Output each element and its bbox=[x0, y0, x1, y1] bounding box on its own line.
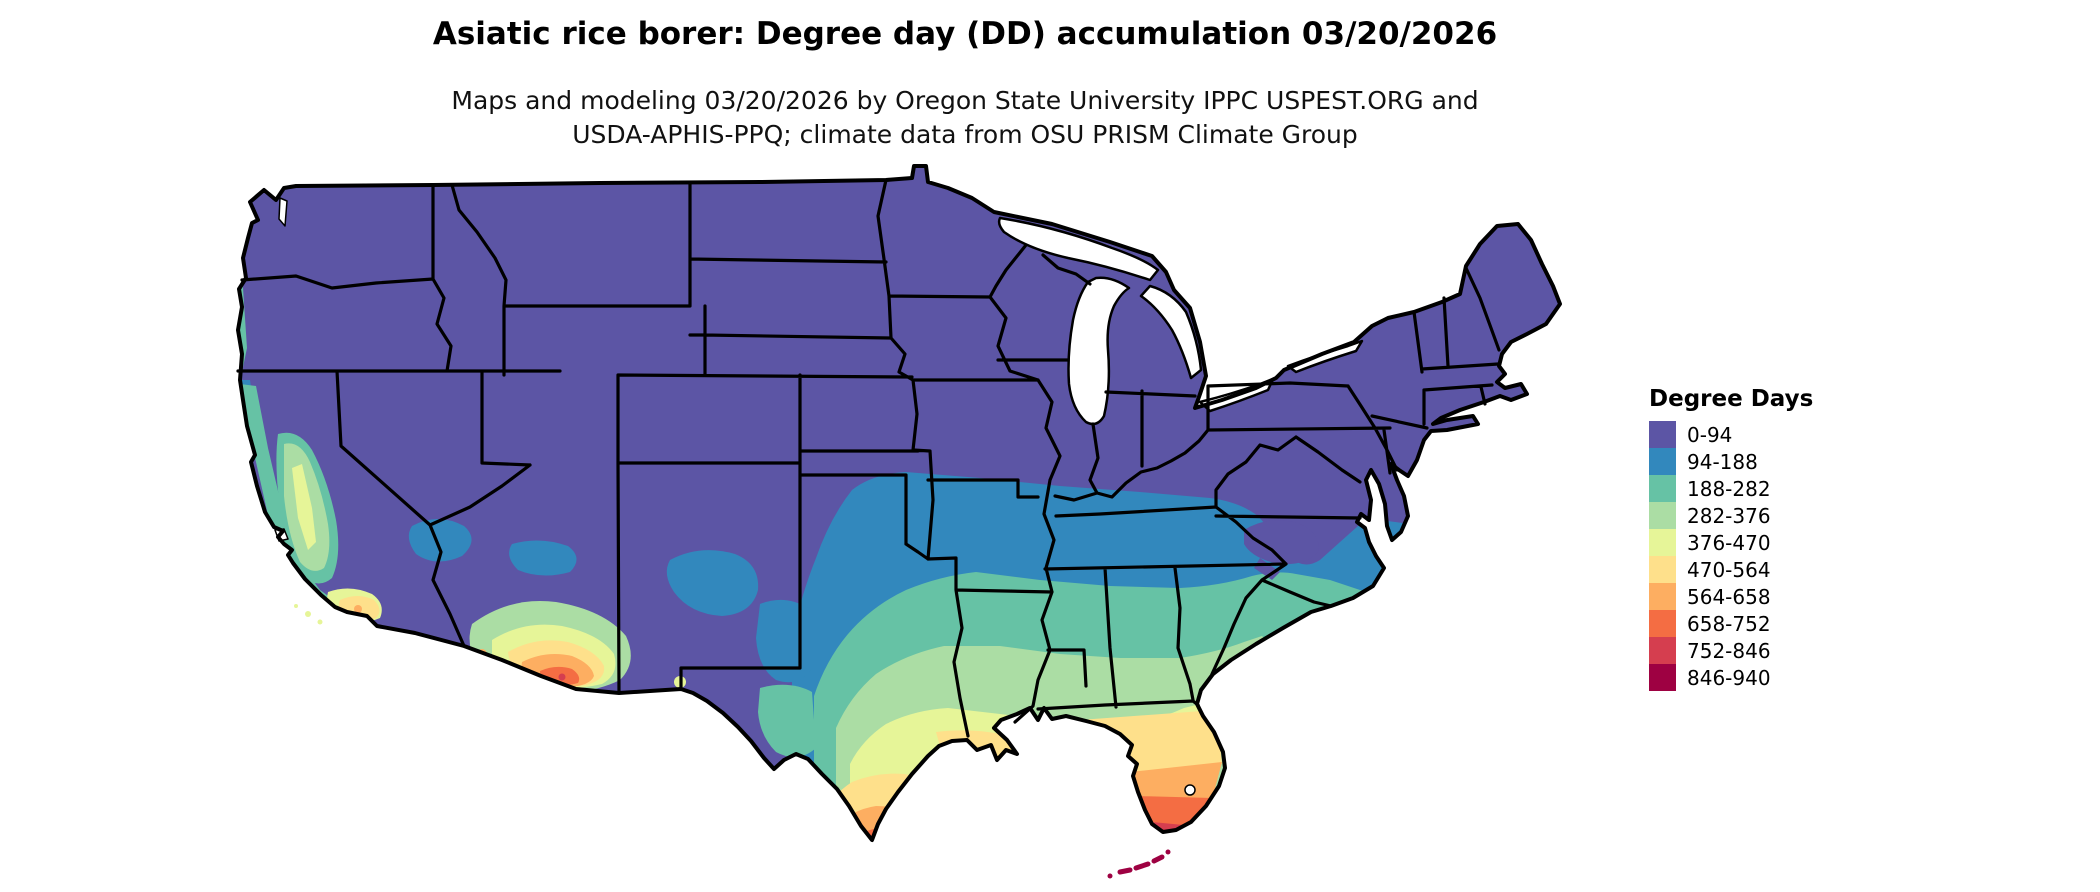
band-patch-purple-appalachia bbox=[1244, 520, 1319, 565]
legend-label: 470-564 bbox=[1687, 557, 1771, 582]
legend-label: 752-846 bbox=[1687, 638, 1771, 663]
band-region-752-846-tx bbox=[858, 848, 900, 882]
legend: Degree Days 0-94 94-188 188-282 282-376 376-… bbox=[1649, 386, 1889, 691]
map-subtitle: Maps and modeling 03/20/2026 by Oregon S… bbox=[0, 84, 1930, 152]
puget-sound bbox=[278, 197, 288, 227]
subtitle-line-1: Maps and modeling 03/20/2026 by Oregon S… bbox=[451, 86, 1479, 115]
band-patch-blue-nv bbox=[408, 519, 472, 562]
band-patch-blue-ut bbox=[509, 540, 577, 576]
legend-item: 658-752 bbox=[1649, 610, 1889, 637]
legend-swatch bbox=[1649, 637, 1676, 664]
legend-swatch bbox=[1649, 556, 1676, 583]
legend-swatch bbox=[1649, 502, 1676, 529]
lake-huron bbox=[1139, 284, 1203, 380]
band-patch-red-az bbox=[558, 673, 566, 681]
legend-label: 94-188 bbox=[1687, 449, 1758, 474]
legend-item: 376-470 bbox=[1649, 529, 1889, 556]
legend-title: Degree Days bbox=[1649, 386, 1814, 412]
legend-item: 846-940 bbox=[1649, 664, 1889, 691]
lake-okeechobee bbox=[1184, 784, 1196, 796]
legend-swatch bbox=[1649, 421, 1676, 448]
legend-label: 846-940 bbox=[1687, 665, 1771, 690]
legend-label: 658-752 bbox=[1687, 611, 1771, 636]
band-patch-blue-wtx bbox=[756, 599, 812, 683]
band-patch-teal-bigbend bbox=[758, 684, 816, 758]
state-borders bbox=[236, 178, 1501, 738]
map-title: Asiatic rice borer: Degree day (DD) accu… bbox=[432, 16, 1498, 52]
band-region-658-752-tx bbox=[848, 828, 914, 840]
legend-swatch bbox=[1649, 529, 1676, 556]
legend-label: 376-470 bbox=[1687, 530, 1771, 555]
keys-dash-2 bbox=[1133, 861, 1151, 871]
band-patch-yellow-ca-valley bbox=[292, 464, 316, 550]
legend-label: 564-658 bbox=[1687, 584, 1771, 609]
legend-item: 94-188 bbox=[1649, 448, 1889, 475]
legend-item: 282-376 bbox=[1649, 502, 1889, 529]
legend-rows: 0-94 94-188 188-282 282-376 376-470 470-564 56… bbox=[1649, 421, 1889, 691]
lake-michigan bbox=[1067, 276, 1131, 426]
island-speck-1 bbox=[305, 611, 311, 617]
keys-dot-1 bbox=[1107, 873, 1113, 879]
subtitle-line-2: USDA-APHIS-PPQ; climate data from OSU PR… bbox=[572, 120, 1358, 149]
us-outline bbox=[236, 164, 1562, 842]
legend-swatch bbox=[1649, 583, 1676, 610]
channel-islands bbox=[294, 604, 323, 625]
lake-superior bbox=[997, 216, 1160, 282]
legend-swatch bbox=[1649, 664, 1676, 691]
legend-label: 0-94 bbox=[1687, 422, 1733, 447]
legend-label: 282-376 bbox=[1687, 503, 1771, 528]
us-map-svg bbox=[236, 164, 1562, 882]
island-speck-3 bbox=[294, 604, 298, 608]
keys-dot-2 bbox=[1165, 849, 1171, 855]
legend-swatch bbox=[1649, 475, 1676, 502]
legend-swatch bbox=[1649, 610, 1676, 637]
island-speck-2 bbox=[317, 619, 323, 625]
us-degree-day-map bbox=[200, 128, 1610, 888]
legend-item: 470-564 bbox=[1649, 556, 1889, 583]
keys-dash-1 bbox=[1117, 867, 1133, 875]
legend-swatch bbox=[1649, 448, 1676, 475]
legend-item: 564-658 bbox=[1649, 583, 1889, 610]
legend-item: 752-846 bbox=[1649, 637, 1889, 664]
keys-dash-3 bbox=[1151, 854, 1165, 864]
band-region-564-658-fl bbox=[1130, 762, 1222, 800]
florida-keys bbox=[1107, 849, 1171, 879]
legend-label: 188-282 bbox=[1687, 476, 1771, 501]
band-patch-orange-socal bbox=[354, 605, 362, 613]
band-patch-blue-nm bbox=[666, 550, 759, 616]
legend-item: 0-94 bbox=[1649, 421, 1889, 448]
legend-item: 188-282 bbox=[1649, 475, 1889, 502]
